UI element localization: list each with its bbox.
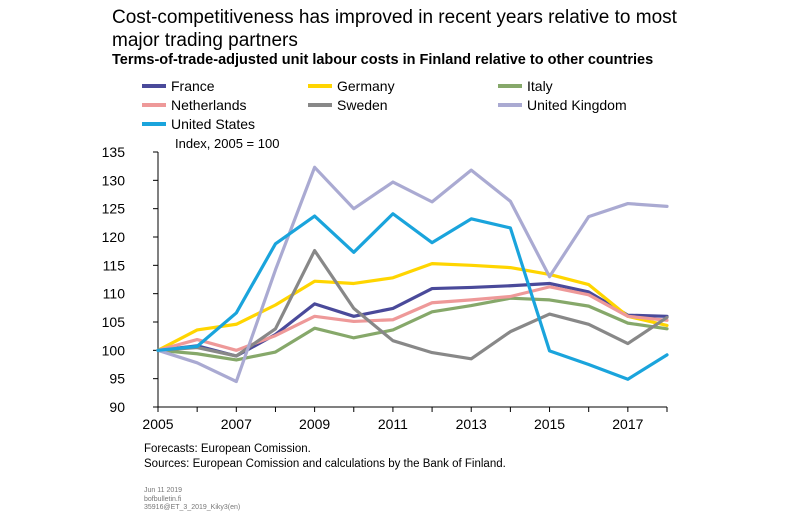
source-note: Sources: European Comission and calculat… (144, 458, 506, 470)
publication-site: bofbulletin.fi (144, 495, 182, 503)
x-tick-label: 2013 (456, 416, 487, 432)
x-tick-label: 2015 (534, 416, 565, 432)
publication-code: 35916@ET_3_2019_Kiky3(en) (144, 504, 241, 511)
y-tick-label: 130 (102, 172, 126, 188)
y-tick-label: 115 (103, 257, 126, 273)
legend-label: Italy (527, 78, 553, 94)
series-line-germany (156, 262, 669, 352)
y-tick-label: 100 (102, 342, 126, 358)
chart-legend: France Germany Italy Netherlands Sweden Unite… (142, 77, 702, 133)
x-tick-label: 2005 (142, 416, 173, 432)
legend-swatch (142, 122, 166, 126)
legend-swatch (142, 103, 166, 107)
legend-swatch (308, 84, 332, 88)
y-tick-label: 125 (102, 201, 126, 217)
legend-swatch (498, 84, 522, 88)
y-tick-label: 105 (102, 314, 126, 330)
y-tick-label: 120 (102, 229, 126, 245)
y-axis-label: Index, 2005 = 100 (175, 136, 279, 151)
legend-swatch (498, 103, 522, 107)
series-line-united-states (156, 212, 669, 381)
legend-label: France (171, 78, 215, 94)
y-tick-label: 135 (102, 144, 126, 160)
legend-label: Netherlands (171, 97, 247, 113)
x-tick-label: 2011 (378, 416, 408, 432)
legend-label: United Kingdom (527, 97, 627, 113)
x-tick-label: 2017 (612, 416, 643, 432)
y-tick-label: 95 (109, 371, 125, 387)
x-tick-label: 2009 (299, 416, 330, 432)
publication-date: Jun 11 2019 (144, 487, 183, 494)
y-tick-label: 110 (103, 286, 126, 302)
x-tick-label: 2007 (221, 416, 252, 432)
legend-label: United States (171, 116, 256, 132)
legend-swatch (142, 84, 166, 88)
series-line-united-kingdom (156, 165, 669, 384)
publication-meta: Jun 11 2019 bofbulletin.fi 35916@ET_3_20… (144, 487, 240, 513)
series-line-netherlands (156, 285, 669, 352)
legend-label: Germany (337, 78, 395, 94)
chart-notes: Forecasts: European Comission. Sources: … (144, 442, 506, 472)
y-tick-label: 90 (109, 399, 125, 415)
legend-label: Sweden (337, 97, 388, 113)
forecast-note: Forecasts: European Comission. (144, 443, 311, 455)
series-line-sweden (156, 249, 669, 361)
legend-swatch (308, 103, 332, 107)
chart-subtitle: Terms-of-trade-adjusted unit labour cost… (112, 52, 654, 68)
chart-title: Cost-competitiveness has improved in rec… (112, 7, 677, 51)
